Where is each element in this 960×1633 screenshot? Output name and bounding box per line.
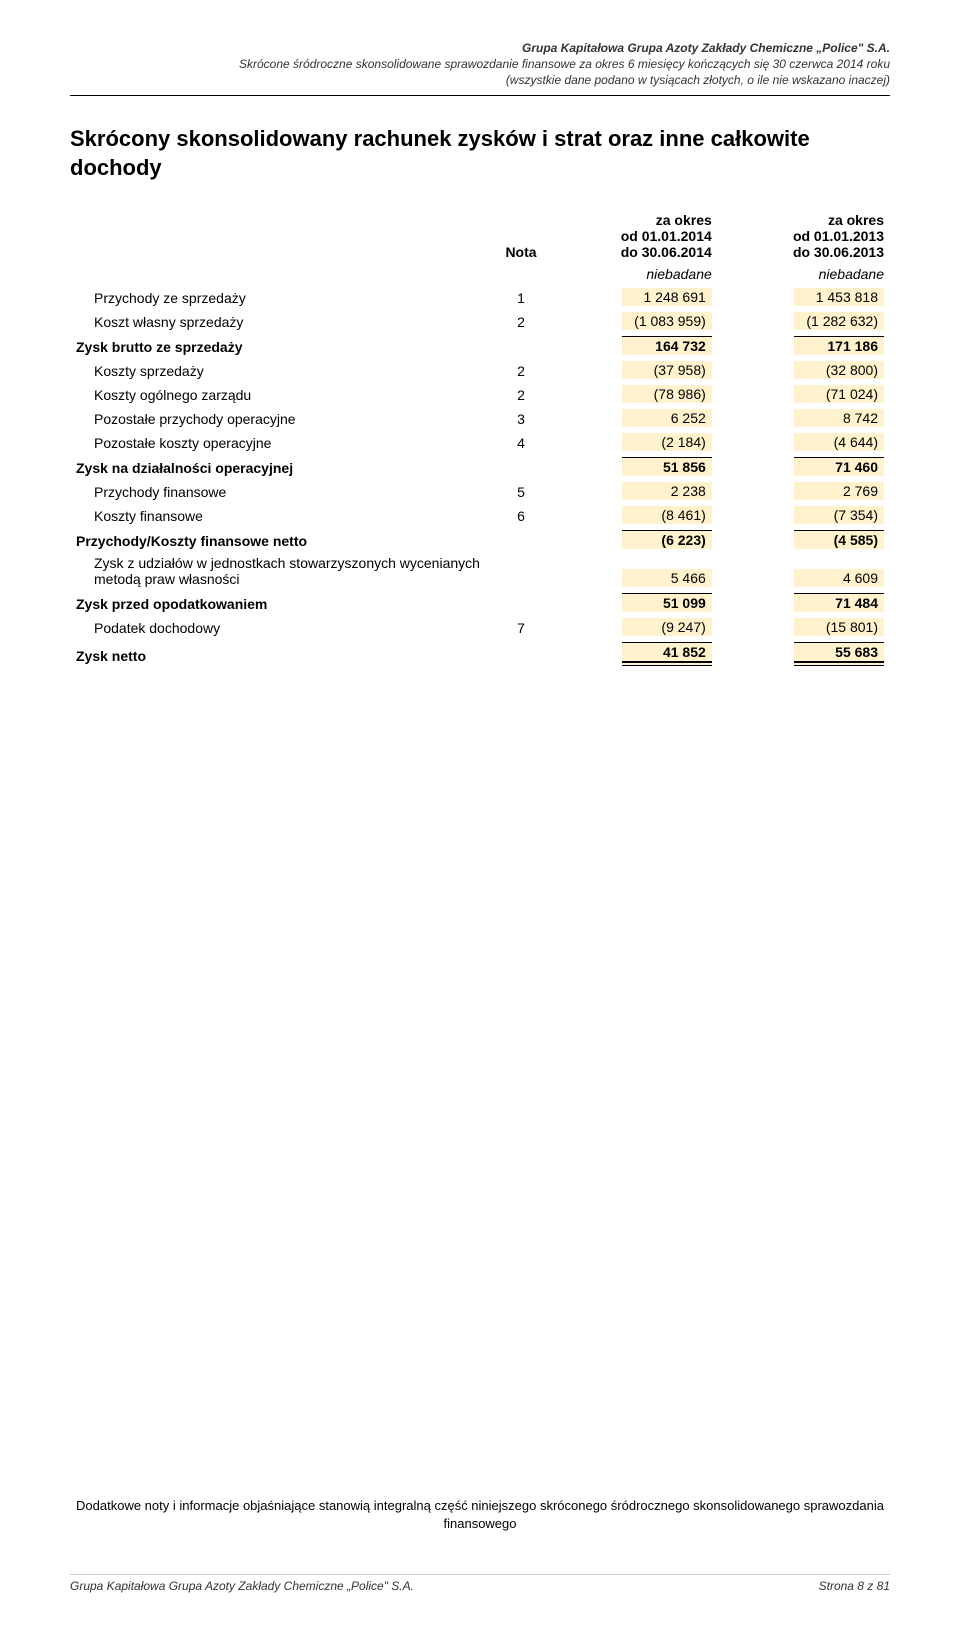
footer-right: Strona 8 z 81 — [819, 1579, 890, 1593]
row-label: Koszty finansowe — [70, 503, 496, 527]
row-value-current: 51 099 — [546, 590, 718, 615]
row-nota — [496, 454, 545, 479]
row-label: Pozostałe koszty operacyjne — [70, 430, 496, 454]
row-value-current: 1 248 691 — [546, 285, 718, 309]
row-value-current: (37 958) — [546, 358, 718, 382]
row-value-prior: 8 742 — [718, 406, 890, 430]
row-label: Przychody/Koszty finansowe netto — [70, 527, 496, 552]
table-row: Koszty finansowe6(8 461)(7 354) — [70, 503, 890, 527]
table-row: Przychody ze sprzedaży11 248 6911 453 81… — [70, 285, 890, 309]
row-label: Przychody ze sprzedaży — [70, 285, 496, 309]
row-value-prior: (4 585) — [718, 527, 890, 552]
table-row: Zysk przed opodatkowaniem 51 09971 484 — [70, 590, 890, 615]
period2-line1: za okres — [724, 212, 884, 228]
row-nota — [496, 333, 545, 358]
row-value-current: (2 184) — [546, 430, 718, 454]
row-value-prior: (1 282 632) — [718, 309, 890, 333]
row-nota: 2 — [496, 309, 545, 333]
footer-note: Dodatkowe noty i informacje objaśniające… — [70, 1497, 890, 1533]
row-value-current: (1 083 959) — [546, 309, 718, 333]
row-nota: 1 — [496, 285, 545, 309]
row-label: Przychody finansowe — [70, 479, 496, 503]
row-value-current: 5 466 — [546, 552, 718, 590]
row-value-prior: (15 801) — [718, 615, 890, 639]
table-row: Koszt własny sprzedaży2(1 083 959)(1 282… — [70, 309, 890, 333]
period1-line2: od 01.01.2014 — [552, 228, 712, 244]
row-nota: 2 — [496, 358, 545, 382]
table-row: Przychody finansowe52 2382 769 — [70, 479, 890, 503]
niebadane-1: niebadane — [546, 263, 718, 285]
row-nota: 7 — [496, 615, 545, 639]
col-header-period1: za okres od 01.01.2014 do 30.06.2014 — [546, 209, 718, 263]
row-nota: 4 — [496, 430, 545, 454]
table-row: Pozostałe koszty operacyjne4(2 184)(4 64… — [70, 430, 890, 454]
header-divider — [70, 95, 890, 96]
period1-line3: do 30.06.2014 — [552, 244, 712, 260]
row-value-prior: 55 683 — [718, 639, 890, 667]
row-value-prior: (32 800) — [718, 358, 890, 382]
table-row: Zysk netto 41 85255 683 — [70, 639, 890, 667]
header-line-3: (wszystkie dane podano w tysiącach złoty… — [70, 72, 890, 88]
row-value-prior: 2 769 — [718, 479, 890, 503]
row-nota: 5 — [496, 479, 545, 503]
page-footer: Grupa Kapitałowa Grupa Azoty Zakłady Che… — [70, 1574, 890, 1593]
row-label: Koszty ogólnego zarządu — [70, 382, 496, 406]
row-nota: 3 — [496, 406, 545, 430]
table-row: Zysk na działalności operacyjnej 51 85671… — [70, 454, 890, 479]
table-row: Pozostałe przychody operacyjne36 2528 74… — [70, 406, 890, 430]
row-label: Pozostałe przychody operacyjne — [70, 406, 496, 430]
row-nota — [496, 552, 545, 590]
table-row: Zysk brutto ze sprzedaży 164 732171 186 — [70, 333, 890, 358]
row-label: Podatek dochodowy — [70, 615, 496, 639]
footer-left: Grupa Kapitałowa Grupa Azoty Zakłady Che… — [70, 1579, 414, 1593]
period2-line2: od 01.01.2013 — [724, 228, 884, 244]
row-nota — [496, 590, 545, 615]
row-value-current: (6 223) — [546, 527, 718, 552]
col-header-nota: Nota — [496, 209, 545, 263]
row-label: Koszt własny sprzedaży — [70, 309, 496, 333]
row-value-prior: (7 354) — [718, 503, 890, 527]
row-nota: 2 — [496, 382, 545, 406]
row-value-current: 2 238 — [546, 479, 718, 503]
row-value-prior: 1 453 818 — [718, 285, 890, 309]
row-value-current: (8 461) — [546, 503, 718, 527]
row-value-prior: 171 186 — [718, 333, 890, 358]
table-row: Koszty ogólnego zarządu2(78 986)(71 024) — [70, 382, 890, 406]
row-label: Zysk netto — [70, 639, 496, 667]
header-line-1: Grupa Kapitałowa Grupa Azoty Zakłady Che… — [70, 40, 890, 56]
row-nota — [496, 639, 545, 667]
row-label: Zysk brutto ze sprzedaży — [70, 333, 496, 358]
row-value-current: (78 986) — [546, 382, 718, 406]
table-row: Koszty sprzedaży2(37 958)(32 800) — [70, 358, 890, 382]
row-value-current: (9 247) — [546, 615, 718, 639]
row-value-prior: 71 460 — [718, 454, 890, 479]
table-row: Podatek dochodowy7(9 247)(15 801) — [70, 615, 890, 639]
row-nota: 6 — [496, 503, 545, 527]
header-line-2: Skrócone śródroczne skonsolidowane spraw… — [70, 56, 890, 72]
row-label: Zysk na działalności operacyjnej — [70, 454, 496, 479]
income-statement-table: Nota za okres od 01.01.2014 do 30.06.201… — [70, 209, 890, 667]
document-header: Grupa Kapitałowa Grupa Azoty Zakłady Che… — [70, 40, 890, 89]
row-label: Zysk przed opodatkowaniem — [70, 590, 496, 615]
niebadane-2: niebadane — [718, 263, 890, 285]
row-value-current: 6 252 — [546, 406, 718, 430]
row-value-prior: 71 484 — [718, 590, 890, 615]
period1-line1: za okres — [552, 212, 712, 228]
table-row: Zysk z udziałów w jednostkach stowarzysz… — [70, 552, 890, 590]
row-label: Zysk z udziałów w jednostkach stowarzysz… — [70, 552, 496, 590]
row-value-prior: (71 024) — [718, 382, 890, 406]
period2-line3: do 30.06.2013 — [724, 244, 884, 260]
row-value-current: 164 732 — [546, 333, 718, 358]
row-value-current: 41 852 — [546, 639, 718, 667]
table-row: Przychody/Koszty finansowe netto (6 223)(… — [70, 527, 890, 552]
row-value-prior: 4 609 — [718, 552, 890, 590]
row-nota — [496, 527, 545, 552]
row-label: Koszty sprzedaży — [70, 358, 496, 382]
row-value-current: 51 856 — [546, 454, 718, 479]
row-value-prior: (4 644) — [718, 430, 890, 454]
col-header-empty — [70, 209, 496, 263]
col-header-period2: za okres od 01.01.2013 do 30.06.2013 — [718, 209, 890, 263]
page-title: Skrócony skonsolidowany rachunek zysków … — [70, 124, 890, 183]
